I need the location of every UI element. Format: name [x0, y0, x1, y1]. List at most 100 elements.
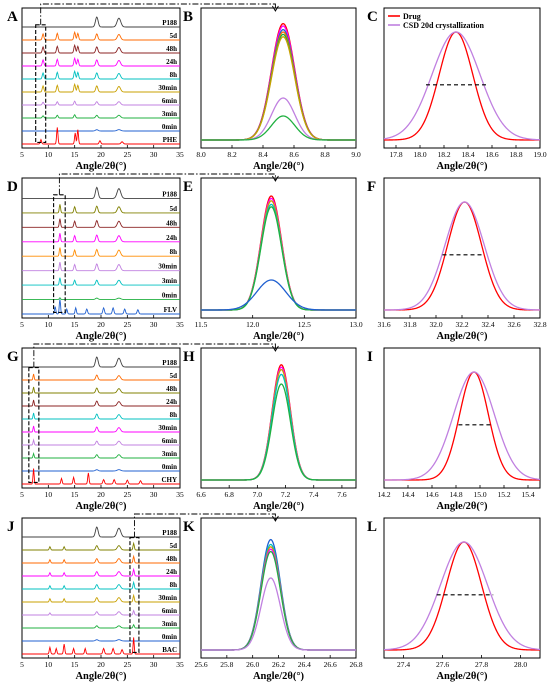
trace-label: PHE: [163, 136, 178, 144]
xrd-trace: [22, 425, 180, 433]
peak-curve: [201, 383, 356, 481]
trace-label: 48h: [166, 219, 177, 227]
trace-label: 6min: [162, 437, 177, 445]
x-tick-label: 26.0: [246, 660, 259, 669]
x-tick-label: 25.6: [194, 660, 207, 669]
x-tick-label: 32.4: [481, 320, 494, 329]
panel-letter: D: [7, 179, 18, 195]
x-axis-title: Angle/2θ(°): [75, 161, 127, 172]
x-tick-label: 31.6: [377, 320, 390, 329]
trace-label: 3min: [162, 620, 177, 628]
xrd-trace: [22, 186, 180, 199]
plot-frame: [21, 347, 181, 489]
trace-label: 48h: [166, 385, 177, 393]
x-tick-label: 15.4: [521, 490, 534, 499]
x-tick-label: 8.4: [258, 150, 268, 159]
xrd-trace: [22, 541, 180, 551]
x-tick-label: 8.8: [320, 150, 330, 159]
xrd-trace: [22, 412, 180, 420]
zoom-connector: [133, 513, 276, 538]
x-axis-title: Angle/2θ(°): [75, 331, 127, 342]
x-tick-label: 8.2: [227, 150, 237, 159]
xrd-trace: [22, 468, 180, 485]
xrd-trace: [22, 247, 180, 257]
zoom-connector: [58, 173, 276, 195]
peak-curve: [201, 197, 356, 311]
x-tick-label: 25: [124, 320, 132, 329]
legend-label: CSD 20d crystallization: [403, 21, 484, 30]
panel-letter: I: [367, 349, 373, 365]
zoom-arrowhead: [272, 175, 279, 182]
trace-label: P188: [162, 529, 177, 537]
panel-letter: L: [367, 519, 377, 535]
peak-curve: [383, 541, 541, 651]
x-tick-label: 30: [150, 320, 158, 329]
x-tick-label: 30: [150, 150, 158, 159]
trace-label: 30min: [158, 594, 177, 602]
xrd-trace: [22, 113, 180, 119]
x-tick-label: 20: [97, 150, 105, 159]
plot-frame: [200, 177, 357, 319]
trace-label: 3min: [162, 277, 177, 285]
xrd-trace: [22, 297, 180, 301]
peak-curve: [201, 31, 356, 141]
trace-label: 24h: [166, 58, 177, 66]
x-tick-label: 18.4: [461, 150, 474, 159]
x-axis-title: Angle/2θ(°): [253, 501, 305, 512]
x-tick-label: 14.4: [401, 490, 414, 499]
xrd-trace: [22, 593, 180, 603]
x-tick-label: 5: [20, 320, 24, 329]
plot-frame: [200, 517, 357, 659]
x-axis-title: Angle/2θ(°): [253, 161, 305, 172]
peak-curve: [384, 371, 540, 481]
legend-label: Drug: [403, 12, 421, 21]
panel-letter: A: [7, 9, 18, 25]
x-tick-label: 27.4: [397, 660, 410, 669]
x-tick-label: 25: [124, 660, 132, 669]
trace-label: 6min: [162, 97, 177, 105]
peak-curve: [201, 364, 356, 481]
trace-label: 8h: [170, 411, 178, 419]
x-tick-label: 35: [176, 490, 184, 499]
x-tick-label: 15.0: [473, 490, 486, 499]
x-tick-label: 7.6: [337, 490, 347, 499]
xrd-trace: [22, 580, 180, 590]
xrd-trace: [22, 100, 180, 106]
x-tick-label: 8.6: [289, 150, 299, 159]
x-tick-label: 5: [20, 490, 24, 499]
x-tick-label: 10: [45, 320, 53, 329]
trace-label: 0min: [162, 292, 177, 300]
x-tick-label: 35: [176, 150, 184, 159]
x-tick-label: 26.8: [349, 660, 362, 669]
x-tick-label: 14.6: [425, 490, 438, 499]
trace-label: P188: [162, 190, 177, 198]
trace-label: 24h: [166, 234, 177, 242]
x-tick-label: 32.8: [533, 320, 546, 329]
trace-label: 30min: [158, 424, 177, 432]
plot-frame: [21, 517, 181, 659]
peak-curve: [201, 368, 356, 481]
x-tick-label: 35: [176, 660, 184, 669]
x-tick-label: 6.6: [196, 490, 206, 499]
x-tick-label: 13.0: [349, 320, 362, 329]
x-tick-label: 19.0: [533, 150, 546, 159]
xrd-trace: [22, 637, 180, 655]
trace-label: 0min: [162, 463, 177, 471]
peak-curve: [384, 541, 540, 651]
xrd-trace: [22, 554, 180, 564]
xrd-trace: [22, 438, 180, 446]
plot-frame: [383, 517, 541, 659]
plot-frame: [200, 7, 357, 149]
xrd-trace: [22, 452, 180, 459]
trace-label: 3min: [162, 450, 177, 458]
xrd-trace: [22, 399, 180, 407]
x-axis-title: Angle/2θ(°): [436, 161, 488, 172]
x-tick-label: 12.0: [246, 320, 259, 329]
x-tick-label: 17.8: [389, 150, 402, 159]
peak-curve: [384, 31, 540, 141]
x-tick-label: 28.0: [514, 660, 527, 669]
peak-curve: [384, 371, 541, 481]
x-tick-label: 20: [97, 660, 105, 669]
x-tick-label: 7.2: [281, 490, 291, 499]
xrd-trace: [22, 639, 180, 642]
